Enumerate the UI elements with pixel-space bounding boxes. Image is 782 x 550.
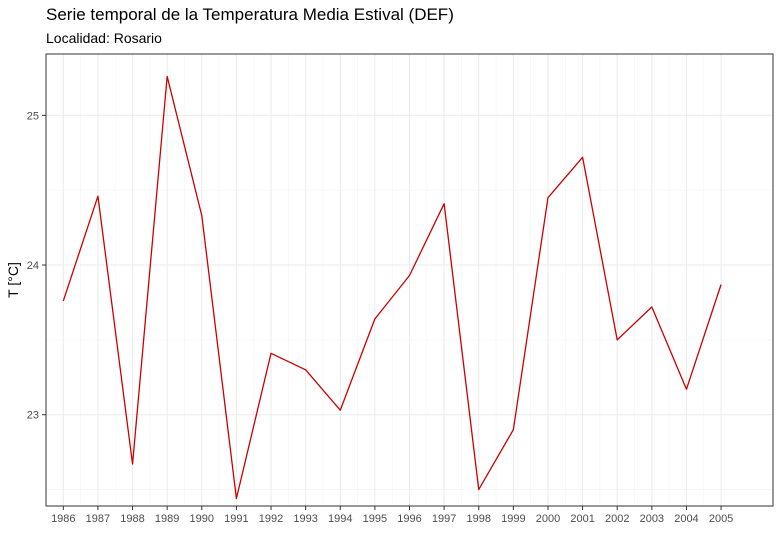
y-axis-title: T [°C] xyxy=(5,262,21,298)
y-axis: 23 24 25 xyxy=(27,110,46,422)
x-tick-label: 1996 xyxy=(397,513,421,525)
x-tick-label: 2002 xyxy=(605,513,629,525)
series-layer xyxy=(62,75,722,500)
x-tick-label: 2001 xyxy=(570,513,594,525)
chart-subtitle: Localidad: Rosario xyxy=(46,30,162,46)
x-tick-label: 1990 xyxy=(190,513,214,525)
x-tick-label: 1991 xyxy=(224,513,248,525)
y-tick-label: 25 xyxy=(27,110,39,122)
x-tick-label: 1998 xyxy=(466,513,490,525)
series-line xyxy=(62,75,722,500)
x-tick-label: 1994 xyxy=(328,513,352,525)
x-tick-label: 1986 xyxy=(51,513,75,525)
x-tick-label: 1997 xyxy=(432,513,456,525)
y-tick-label: 23 xyxy=(27,410,39,422)
x-tick-label: 1992 xyxy=(259,513,283,525)
x-tick-label: 1995 xyxy=(363,513,387,525)
x-tick-label: 1987 xyxy=(86,513,110,525)
x-tick-label: 2005 xyxy=(709,513,733,525)
chart-title: Serie temporal de la Temperatura Media E… xyxy=(46,5,454,24)
x-tick-label: 1988 xyxy=(120,513,144,525)
x-axis: 1986 1987 1988 1989 1990 1991 1992 1993 1994 1995… xyxy=(51,506,733,525)
x-tick-label: 2000 xyxy=(536,513,560,525)
x-tick-label: 1993 xyxy=(293,513,317,525)
x-tick-label: 2004 xyxy=(674,513,698,525)
x-tick-label: 1999 xyxy=(501,513,525,525)
x-tick-label: 1989 xyxy=(155,513,179,525)
y-tick-label: 24 xyxy=(27,260,39,272)
grid xyxy=(46,54,773,506)
x-tick-label: 2003 xyxy=(640,513,664,525)
